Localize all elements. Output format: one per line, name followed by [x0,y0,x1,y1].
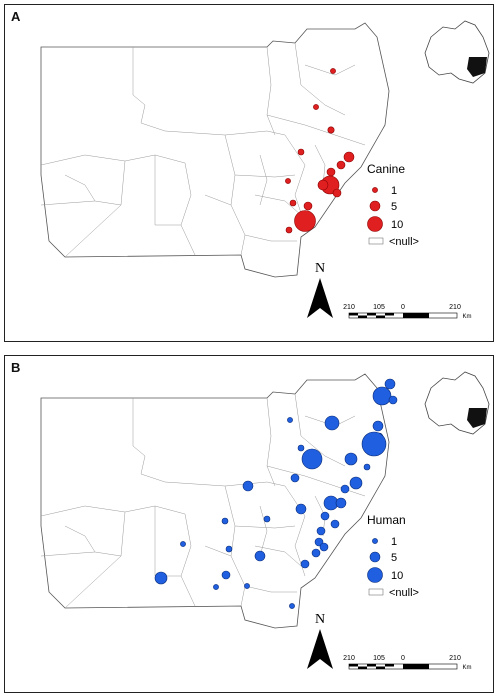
svg-text:Km: Km [463,314,472,320]
case-bubble [303,201,313,211]
case-bubble [297,148,305,156]
region-boundaries [40,42,366,258]
australia-inset [424,371,490,435]
case-bubble [335,497,347,509]
north-arrow-icon: N [307,261,333,318]
case-bubble [295,503,307,515]
case-bubble [372,386,392,406]
case-bubble [344,452,358,466]
case-bubble [289,199,297,207]
case-bubble [244,583,250,589]
svg-text:210: 210 [343,304,355,311]
case-bubble [242,480,254,492]
svg-text:N: N [315,261,325,276]
case-bubble [372,420,384,432]
case-bubble [263,515,271,523]
nsw-highlight [467,57,487,77]
case-bubble [254,550,266,562]
case-bubble [301,448,323,470]
case-bubble [285,178,291,184]
case-bubble [336,160,346,170]
legend-title: Human [367,513,406,527]
legend-dot-5 [369,551,381,563]
case-bubble [363,463,371,471]
case-bubble [340,484,350,494]
case-bubble [287,417,293,423]
case-bubble [311,548,321,558]
north-arrow-icon: N [307,612,333,669]
panel-letter: B [11,360,21,375]
svg-text:105: 105 [373,304,385,311]
svg-text:210: 210 [343,655,355,662]
legend-null-swatch [368,588,384,596]
scale-bar: 210 105 0 210 Km [343,655,471,671]
case-bubble [300,559,310,569]
state-outline [40,22,390,278]
case-bubble [290,473,300,483]
human-bubbles [154,378,398,609]
case-bubble [326,167,336,177]
svg-text:210: 210 [449,304,461,311]
legend-label: 1 [391,536,397,548]
map-panel-canine: A [4,4,494,342]
case-bubble [285,226,293,234]
case-bubble [316,526,326,536]
panel-letter: A [11,9,21,24]
case-bubble [330,519,340,529]
canine-map-svg: Canine 1 5 10 <null> N 210 105 0 210 [40,20,490,320]
legend-dot-10 [367,567,383,583]
case-bubble [225,545,233,553]
case-bubble [361,431,387,457]
legend: Canine 1 5 10 <null> [367,162,419,248]
case-bubble [330,68,336,74]
legend-dot-1 [372,187,378,193]
legend-null-swatch [368,237,384,245]
case-bubble [349,476,363,490]
legend-null-label: <null> [389,587,419,599]
svg-text:Km: Km [463,665,472,671]
case-bubble [221,517,229,525]
case-bubble [319,542,329,552]
svg-text:105: 105 [373,655,385,662]
case-bubble [324,415,340,431]
legend-label: 10 [391,219,403,231]
case-bubble [154,571,168,585]
svg-text:N: N [315,612,325,627]
legend-title: Canine [367,162,405,176]
legend-dot-5 [369,200,381,212]
legend-dot-1 [372,538,378,544]
case-bubble [297,444,305,452]
map-panel-human: B [4,355,494,693]
state-outline [40,373,390,629]
case-bubble [320,511,330,521]
case-bubble [332,188,342,198]
legend-label: 1 [391,185,397,197]
australia-inset [424,20,490,84]
legend-dot-10 [367,216,383,232]
nsw-highlight [467,408,487,428]
legend-label: 5 [391,552,397,564]
legend-label: 10 [391,570,403,582]
svg-text:0: 0 [401,304,405,311]
legend: Human 1 5 10 <null> [367,513,419,599]
svg-text:210: 210 [449,655,461,662]
case-bubble [180,541,186,547]
canine-bubbles [285,68,355,234]
case-bubble [313,104,319,110]
case-bubble [384,378,396,390]
human-map-svg: Human 1 5 10 <null> N 210 105 0 210 [40,371,490,671]
case-bubble [388,395,398,405]
svg-text:0: 0 [401,655,405,662]
case-bubble [327,126,335,134]
case-bubble [317,179,329,191]
legend-null-label: <null> [389,236,419,248]
scale-bar: 210 105 0 210 Km [343,304,471,320]
case-bubble [213,584,219,590]
case-bubble [221,570,231,580]
case-bubble [294,210,316,232]
legend-label: 5 [391,201,397,213]
case-bubble [343,151,355,163]
case-bubble [289,603,295,609]
